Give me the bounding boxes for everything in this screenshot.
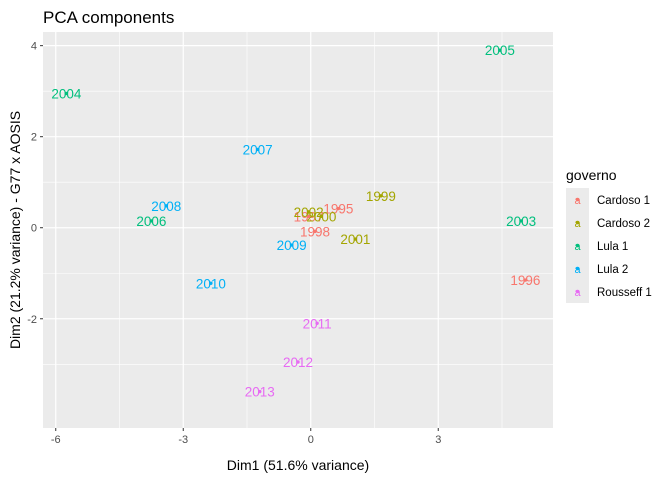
data-point	[336, 206, 341, 211]
y-tick-label: 2	[31, 132, 37, 144]
legend-key-glyph: a	[574, 264, 581, 276]
data-point-label: 2006	[136, 214, 166, 229]
data-point	[353, 237, 358, 241]
data-point	[519, 219, 523, 223]
x-tick-label: -3	[178, 434, 188, 446]
data-point-label: 2008	[151, 199, 181, 214]
legend-key-point	[575, 289, 580, 294]
legend-key-point	[575, 220, 580, 225]
data-point	[315, 321, 319, 326]
data-point-label: 2000	[306, 209, 336, 224]
data-point	[296, 360, 300, 364]
x-tick-label: -6	[51, 434, 61, 446]
legend-key-point	[575, 266, 580, 271]
data-point-label: 2005	[485, 43, 515, 58]
data-point	[306, 210, 311, 214]
legend-key-glyph: a	[574, 218, 581, 230]
data-point-label: 2007	[243, 142, 273, 157]
x-tick-label: 3	[435, 434, 441, 446]
legend-key-point	[575, 197, 580, 202]
x-tick-label: 0	[308, 434, 314, 446]
x-axis-title: Dim1 (51.6% variance)	[227, 457, 369, 473]
legend-key-glyph: a	[574, 241, 581, 253]
data-point-label: 1998	[300, 224, 330, 239]
data-point-label: 1995	[323, 202, 353, 217]
legend: governo a Cardoso 1 a Cardoso 2 a Lula 1 a Lula…	[566, 167, 652, 303]
legend-key-glyph: a	[574, 287, 581, 299]
y-tick-label: 4	[31, 41, 37, 53]
data-point-label: 1997	[294, 209, 324, 224]
data-point	[319, 214, 324, 219]
data-point	[164, 204, 168, 208]
data-point	[258, 389, 262, 394]
data-point-label: 2013	[245, 385, 275, 400]
y-axis-title: Dim2 (21.2% variance) - G77 x AOSIS	[7, 111, 23, 349]
legend-key-point	[575, 243, 580, 248]
data-point	[64, 91, 69, 96]
data-point-label: 2004	[51, 86, 82, 101]
major-gridlines	[43, 32, 553, 428]
legend-key-glyph: a	[574, 195, 581, 207]
legend-label: Rousseff 1	[597, 287, 652, 299]
data-point	[209, 281, 213, 285]
x-axis-ticks: -6 -3 0 3	[51, 428, 441, 446]
data-point	[313, 229, 317, 234]
minor-gridlines	[43, 32, 553, 428]
data-point-label: 1996	[510, 273, 540, 288]
chart-title: PCA components	[43, 8, 174, 27]
legend-title: governo	[566, 167, 617, 183]
data-point-label: 2011	[303, 316, 332, 331]
data-point	[306, 214, 311, 219]
data-point-label: 2009	[277, 238, 307, 253]
y-tick-label: -2	[27, 314, 37, 326]
data-point	[255, 147, 260, 152]
data-point-label: 2012	[283, 355, 313, 370]
y-tick-label: 0	[31, 223, 37, 235]
data-point-label: 2001	[340, 232, 370, 247]
y-axis-ticks: -2 0 2 4	[27, 41, 43, 326]
data-point	[498, 48, 502, 52]
data-point	[379, 194, 383, 198]
data-point-label: 1999	[366, 189, 396, 204]
data-point	[523, 278, 528, 282]
legend-label: Lula 1	[597, 241, 628, 253]
data-point-label: 2010	[196, 276, 226, 291]
data-point	[289, 243, 294, 247]
data-point-label: 2002	[294, 205, 324, 220]
data-point-label: 2003	[506, 214, 536, 229]
legend-label: Cardoso 1	[597, 195, 650, 207]
legend-label: Cardoso 2	[597, 218, 650, 230]
data-point	[149, 219, 154, 223]
legend-label: Lula 2	[597, 264, 628, 276]
